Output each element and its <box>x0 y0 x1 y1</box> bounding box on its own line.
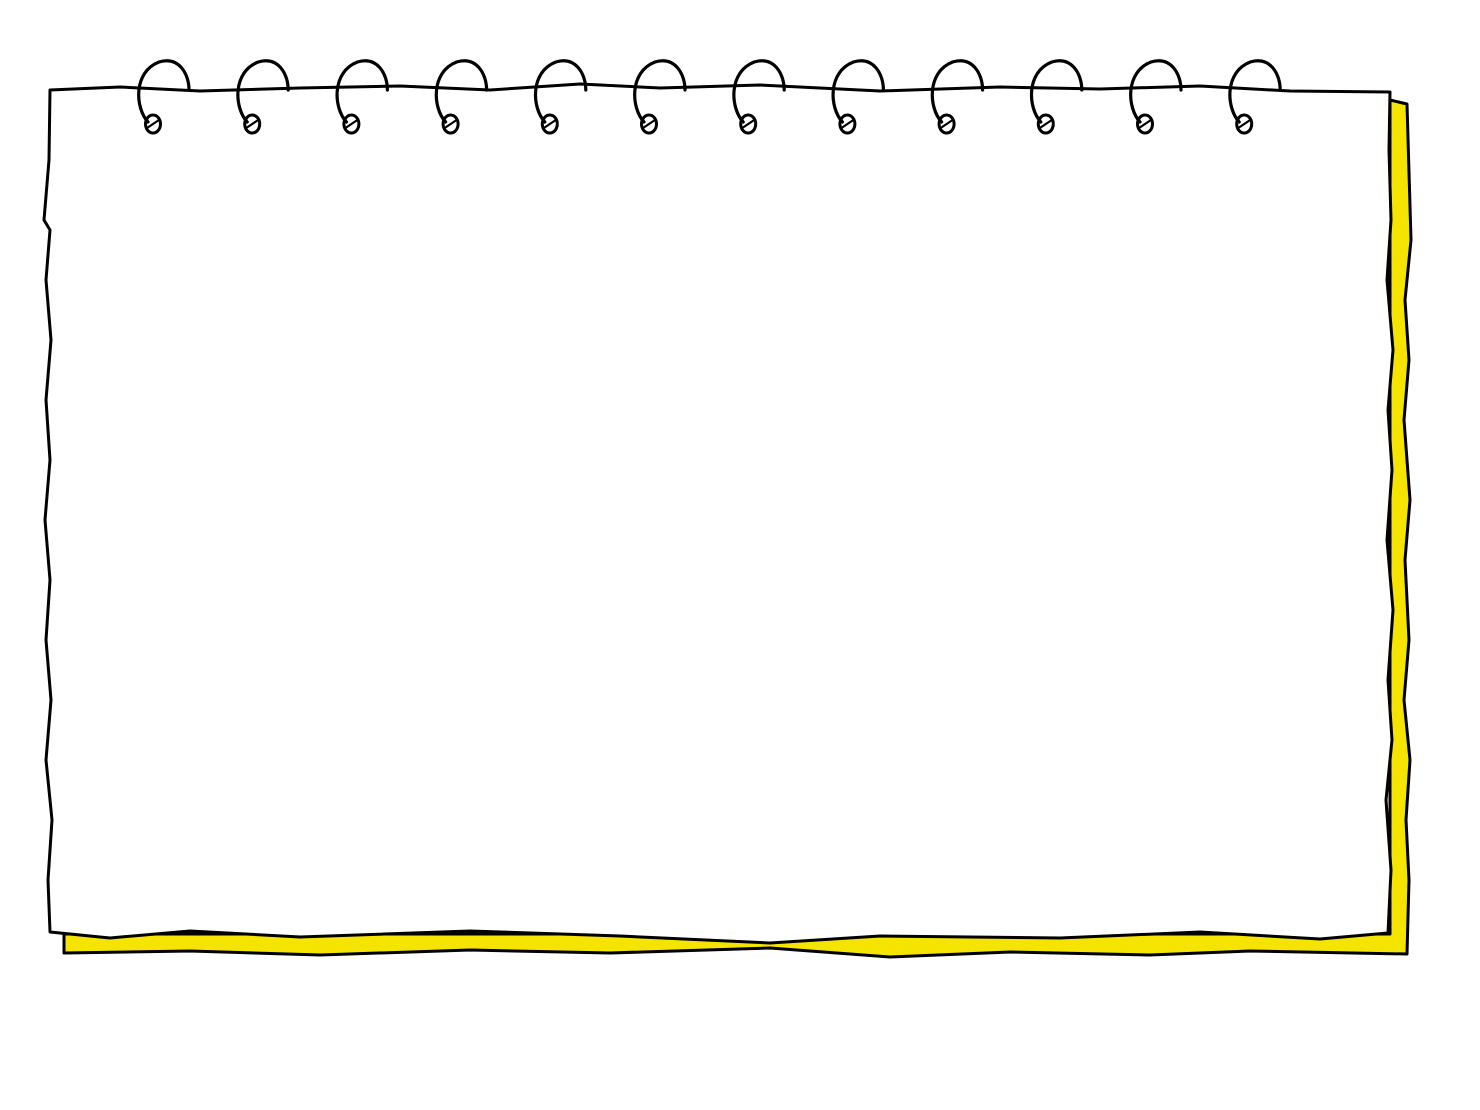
front-page <box>44 84 1393 943</box>
